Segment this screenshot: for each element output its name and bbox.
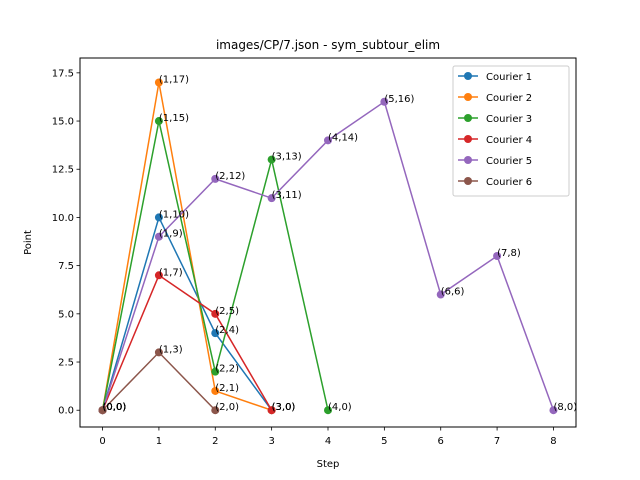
legend-marker <box>464 156 472 164</box>
legend-box <box>452 65 570 197</box>
legend-label: Courier 2 <box>486 93 532 104</box>
x-tick-label: 1 <box>156 436 162 447</box>
point-label: (0,0) <box>103 402 127 413</box>
data-point <box>436 290 445 299</box>
legend-marker <box>464 72 472 80</box>
point-label: (2,12) <box>215 171 245 182</box>
data-point <box>493 251 502 260</box>
legend-marker <box>464 114 472 122</box>
point-label: (5,16) <box>384 94 414 105</box>
point-label: (1,10) <box>159 209 189 220</box>
x-tick-label: 6 <box>438 436 444 447</box>
legend-entry: Courier 1 <box>458 72 532 83</box>
point-label: (4,14) <box>328 132 358 143</box>
point-label: (3,0) <box>272 402 296 413</box>
data-point <box>267 406 276 415</box>
point-label: (6,6) <box>441 287 465 298</box>
point-label: (1,15) <box>159 113 189 124</box>
data-point <box>154 348 163 357</box>
legend-marker <box>464 93 472 101</box>
point-label: (2,4) <box>215 325 239 336</box>
data-point <box>211 406 220 415</box>
y-axis: 0.0 2.5 5.0 7.5 10.0 12.5 15.0 17.5 <box>52 68 80 417</box>
x-axis-label: Step <box>317 459 340 470</box>
data-point <box>267 194 276 203</box>
x-axis: 0 1 2 3 4 5 6 7 8 <box>99 427 557 447</box>
legend-entry: Courier 6 <box>458 177 532 188</box>
y-tick-label: 2.5 <box>58 358 74 369</box>
data-point <box>211 329 220 338</box>
data-point <box>267 155 276 164</box>
data-point <box>549 406 558 415</box>
plot-area: (0,0)(1,10)(2,4)(3,0)(0,0)(1,17)(2,1)(3,… <box>98 74 577 415</box>
y-tick-label: 5.0 <box>58 309 74 320</box>
point-label: (0,0) <box>103 402 127 413</box>
point-label: (0,0) <box>103 402 127 413</box>
data-point <box>154 271 163 280</box>
data-point <box>154 117 163 126</box>
legend-label: Courier 3 <box>486 114 532 125</box>
legend-label: Courier 1 <box>486 72 532 83</box>
data-point <box>154 78 163 87</box>
legend-entry: Courier 3 <box>458 114 532 125</box>
data-point <box>211 174 220 183</box>
legend-entry: Courier 5 <box>458 156 532 167</box>
x-tick-label: 3 <box>268 436 274 447</box>
x-tick-label: 7 <box>494 436 500 447</box>
data-point <box>211 386 220 395</box>
point-label: (1,7) <box>159 267 183 278</box>
legend-label: Courier 6 <box>486 177 532 188</box>
data-point <box>324 406 332 415</box>
legend-label: Courier 5 <box>486 156 532 167</box>
point-label: (3,11) <box>272 190 302 201</box>
point-label: (2,1) <box>215 383 239 394</box>
point-label: (0,0) <box>103 402 127 413</box>
point-label: (2,2) <box>215 364 239 375</box>
series-line <box>101 82 272 411</box>
point-label: (7,8) <box>497 248 521 259</box>
series-line <box>101 215 273 411</box>
point-label: (2,5) <box>215 306 239 317</box>
legend-label: Courier 4 <box>486 135 532 146</box>
data-point <box>154 232 163 241</box>
point-label: (3,0) <box>272 402 296 413</box>
y-tick-label: 10.0 <box>52 213 74 224</box>
point-label: (3,13) <box>272 152 302 163</box>
data-point <box>380 97 389 106</box>
point-label: (1,3) <box>159 344 183 355</box>
y-tick-label: 12.5 <box>52 165 74 176</box>
x-tick-label: 0 <box>99 436 105 447</box>
x-tick-label: 5 <box>381 436 387 447</box>
data-point <box>98 406 107 415</box>
legend: Courier 1 Courier 2 Courier 3 Courier 4 Cour… <box>452 65 570 197</box>
point-label: (2,0) <box>215 402 239 413</box>
series-6 <box>98 348 220 415</box>
y-tick-label: 7.5 <box>58 261 74 272</box>
chart-title: images/CP/7.json - sym_subtour_elim <box>216 38 440 52</box>
point-label: (3,0) <box>272 402 296 413</box>
data-point <box>211 367 220 376</box>
point-label: (1,9) <box>159 229 183 240</box>
data-point <box>324 136 332 145</box>
legend-entry: Courier 4 <box>458 135 532 146</box>
x-tick-label: 8 <box>550 436 556 447</box>
data-point <box>211 309 220 318</box>
x-tick-label: 2 <box>212 436 218 447</box>
y-tick-label: 0.0 <box>58 406 74 417</box>
x-tick-label: 4 <box>325 436 331 447</box>
point-label: (1,17) <box>159 74 189 85</box>
y-tick-label: 15.0 <box>52 117 74 128</box>
y-axis-label: Point <box>23 230 34 255</box>
y-tick-label: 17.5 <box>52 68 74 79</box>
legend-marker <box>464 135 472 143</box>
legend-marker <box>464 177 472 185</box>
point-label: (4,0) <box>328 402 352 413</box>
point-label: (0,0) <box>103 402 127 413</box>
data-point <box>154 213 163 222</box>
legend-entry: Courier 2 <box>458 93 532 104</box>
point-label: (0,0) <box>103 402 127 413</box>
point-label: (8,0) <box>553 402 577 413</box>
series-line <box>101 274 273 411</box>
